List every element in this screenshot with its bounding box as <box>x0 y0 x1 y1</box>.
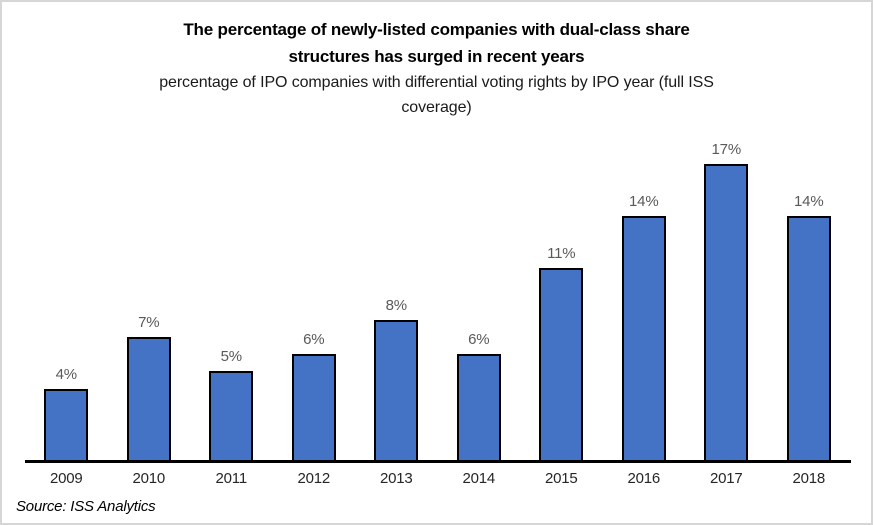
x-axis-tick-label: 2018 <box>792 470 826 487</box>
chart-subtitle-line-1: percentage of IPO companies with differe… <box>159 74 714 91</box>
bar-group: 7% <box>108 135 191 460</box>
bar-group: 14% <box>603 135 686 460</box>
bar <box>374 320 419 460</box>
bar-group: 5% <box>190 135 273 460</box>
bar <box>456 354 501 460</box>
bar <box>621 216 666 460</box>
bar <box>291 354 336 460</box>
bar-group: 14% <box>768 135 851 460</box>
source-note: Source: ISS Analytics <box>16 498 156 515</box>
x-axis-tick-label: 2012 <box>297 470 331 487</box>
bar <box>539 268 584 460</box>
bar <box>786 216 831 460</box>
x-axis-labels: 2009 2010 2011 2012 2013 2014 2015 2016 2017 2018 <box>25 470 850 487</box>
plot-area: 4% 7% 5% 6% 8% 6% 11% 14% 17% 14% <box>25 135 850 460</box>
bar <box>44 389 89 460</box>
chart-title-line-1: The percentage of newly-listed companies… <box>183 20 690 39</box>
bar-group: 8% <box>355 135 438 460</box>
bar-value-label: 5% <box>220 348 242 365</box>
bar-value-label: 11% <box>547 245 576 262</box>
bar-value-label: 4% <box>55 366 77 383</box>
bar-value-label: 7% <box>138 314 160 331</box>
chart-subtitle-line-2: coverage) <box>401 99 472 116</box>
bar-group: 4% <box>25 135 108 460</box>
x-axis-tick-label: 2013 <box>379 470 413 487</box>
bar-value-label: 14% <box>794 193 824 210</box>
bar-value-label: 17% <box>711 141 742 158</box>
bar <box>126 337 171 460</box>
x-axis-tick-label: 2014 <box>462 470 496 487</box>
x-axis-tick-label: 2010 <box>132 470 166 487</box>
bar-value-label: 6% <box>303 331 325 348</box>
x-axis-tick-label: 2016 <box>627 470 661 487</box>
chart-title-line-2: structures has surged in recent years <box>288 47 585 66</box>
bar-value-label: 14% <box>629 193 659 210</box>
chart-header: The percentage of newly-listed companies… <box>2 16 871 120</box>
bar-group: 11% <box>520 135 603 460</box>
x-axis-tick-label: 2015 <box>544 470 578 487</box>
x-axis-tick-label: 2017 <box>709 470 743 487</box>
bar-value-label: 8% <box>385 297 407 314</box>
bar-group: 6% <box>273 135 356 460</box>
x-axis-tick-label: 2009 <box>49 470 83 487</box>
bar-group: 17% <box>685 135 768 460</box>
x-axis-line <box>25 460 851 463</box>
bar <box>209 371 254 460</box>
x-axis-tick-label: 2011 <box>215 470 248 487</box>
bar <box>704 164 749 460</box>
bar-group: 6% <box>438 135 521 460</box>
bar-value-label: 6% <box>468 331 490 348</box>
